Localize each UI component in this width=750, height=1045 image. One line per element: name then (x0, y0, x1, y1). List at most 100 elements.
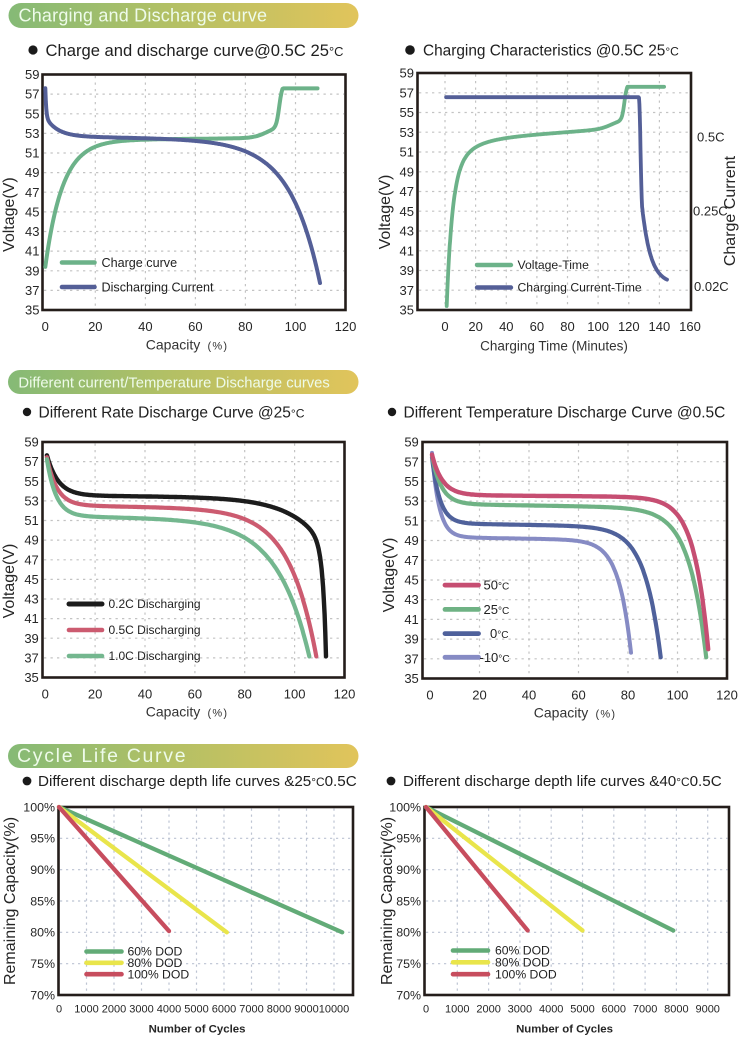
svg-text:60: 60 (188, 687, 202, 702)
svg-text:-10°C: -10°C (480, 650, 510, 665)
svg-text:1000: 1000 (74, 1004, 98, 1016)
svg-text:7000: 7000 (239, 1004, 263, 1016)
svg-text:49: 49 (404, 533, 418, 548)
svg-text:40: 40 (138, 319, 152, 334)
svg-text:100: 100 (667, 688, 689, 703)
svg-text:70%: 70% (30, 988, 55, 1002)
svg-text:57: 57 (404, 454, 418, 469)
svg-text:95%: 95% (396, 832, 421, 846)
svg-text:41: 41 (400, 243, 414, 258)
svg-text:57: 57 (25, 87, 39, 102)
svg-text:6000: 6000 (212, 1004, 236, 1016)
svg-text:57: 57 (400, 85, 414, 100)
svg-text:Charging Current-Time: Charging Current-Time (518, 281, 642, 295)
svg-text:80% DOD: 80% DOD (128, 956, 183, 970)
svg-text:59: 59 (400, 66, 414, 81)
svg-text:75%: 75% (30, 957, 55, 971)
svg-text:100%: 100% (389, 800, 421, 814)
svg-text:80: 80 (237, 687, 251, 702)
svg-text:Different Rate Discharge Curve: Different Rate Discharge Curve @25°C (39, 404, 305, 421)
svg-text:70%: 70% (396, 988, 421, 1002)
svg-text:Number of Cycles: Number of Cycles (149, 1024, 246, 1036)
svg-text:51: 51 (404, 513, 418, 528)
svg-text:39: 39 (24, 631, 38, 646)
svg-text:100: 100 (285, 319, 307, 334)
svg-text:51: 51 (25, 146, 39, 161)
svg-text:Capacity (%): Capacity (%) (146, 704, 228, 720)
svg-text:4000: 4000 (157, 1004, 181, 1016)
svg-text:Number of Cycles: Number of Cycles (516, 1024, 613, 1036)
svg-text:80%: 80% (30, 926, 55, 940)
svg-text:80: 80 (560, 319, 574, 334)
svg-text:35: 35 (404, 671, 418, 686)
svg-text:Voltage-Time: Voltage-Time (518, 258, 590, 272)
svg-text:80% DOD: 80% DOD (495, 956, 550, 970)
svg-text:Voltage(V): Voltage(V) (377, 175, 394, 250)
svg-text:53: 53 (404, 494, 418, 509)
svg-text:Different current/Temperature: Different current/Temperature Discharge … (18, 375, 329, 391)
svg-text:Charge Current: Charge Current (722, 155, 739, 266)
svg-text:5000: 5000 (570, 1004, 594, 1016)
svg-text:1.0C Discharging: 1.0C Discharging (109, 649, 201, 663)
svg-text:Remaining Capacity(%): Remaining Capacity(%) (2, 817, 19, 985)
svg-text:7000: 7000 (633, 1004, 657, 1016)
svg-text:60: 60 (571, 688, 585, 703)
svg-text:1000: 1000 (445, 1004, 469, 1016)
svg-text:0: 0 (56, 1004, 62, 1016)
svg-text:45: 45 (24, 572, 38, 587)
svg-text:47: 47 (404, 553, 418, 568)
svg-text:37: 37 (404, 651, 418, 666)
svg-text:Voltage(V): Voltage(V) (1, 544, 18, 619)
svg-text:53: 53 (25, 126, 39, 141)
svg-text:Capacity (%): Capacity (%) (534, 705, 616, 721)
svg-text:43: 43 (25, 224, 39, 239)
svg-text:39: 39 (400, 263, 414, 278)
svg-text:100% DOD: 100% DOD (495, 967, 557, 981)
svg-text:0.02C: 0.02C (694, 279, 729, 294)
svg-text:75%: 75% (396, 957, 421, 971)
svg-text:39: 39 (404, 632, 418, 647)
svg-text:25°C: 25°C (484, 602, 510, 617)
svg-text:47: 47 (400, 184, 414, 199)
svg-text:47: 47 (24, 552, 38, 567)
svg-text:41: 41 (24, 611, 38, 626)
svg-text:45: 45 (400, 204, 414, 219)
svg-text:59: 59 (404, 435, 418, 450)
svg-text:41: 41 (25, 244, 39, 259)
svg-text:53: 53 (400, 125, 414, 140)
svg-text:45: 45 (404, 573, 418, 588)
svg-text:55: 55 (404, 474, 418, 489)
svg-text:49: 49 (400, 164, 414, 179)
svg-text:120: 120 (618, 319, 640, 334)
svg-text:41: 41 (404, 612, 418, 627)
svg-text:59: 59 (24, 435, 38, 450)
svg-text:47: 47 (25, 185, 39, 200)
svg-text:2000: 2000 (102, 1004, 126, 1016)
svg-text:Different discharge depth life: Different discharge depth life curves &2… (38, 773, 357, 790)
svg-text:3000: 3000 (508, 1004, 532, 1016)
svg-text:55: 55 (24, 474, 38, 489)
svg-text:37: 37 (25, 283, 39, 298)
svg-text:160: 160 (679, 319, 701, 334)
svg-text:Cycle Life Curve: Cycle Life Curve (17, 745, 187, 767)
svg-text:35: 35 (24, 670, 38, 685)
svg-text:9000: 9000 (695, 1004, 719, 1016)
svg-text:20: 20 (468, 319, 482, 334)
svg-text:0°C: 0°C (490, 626, 509, 641)
svg-text:100: 100 (284, 687, 306, 702)
svg-text:Charging and Discharge curve: Charging and Discharge curve (19, 5, 268, 25)
svg-text:60% DOD: 60% DOD (128, 945, 183, 959)
svg-text:43: 43 (400, 224, 414, 239)
svg-text:37: 37 (400, 283, 414, 298)
svg-text:0.5C Discharging: 0.5C Discharging (109, 623, 201, 637)
svg-text:0.2C Discharging: 0.2C Discharging (109, 597, 201, 611)
svg-text:120: 120 (334, 687, 356, 702)
svg-text:35: 35 (25, 303, 39, 318)
svg-text:Capacity (%): Capacity (%) (146, 337, 228, 353)
svg-text:120: 120 (335, 319, 357, 334)
svg-text:20: 20 (88, 319, 102, 334)
svg-text:43: 43 (404, 592, 418, 607)
svg-text:0: 0 (441, 319, 448, 334)
svg-text:51: 51 (400, 145, 414, 160)
svg-text:95%: 95% (30, 832, 55, 846)
